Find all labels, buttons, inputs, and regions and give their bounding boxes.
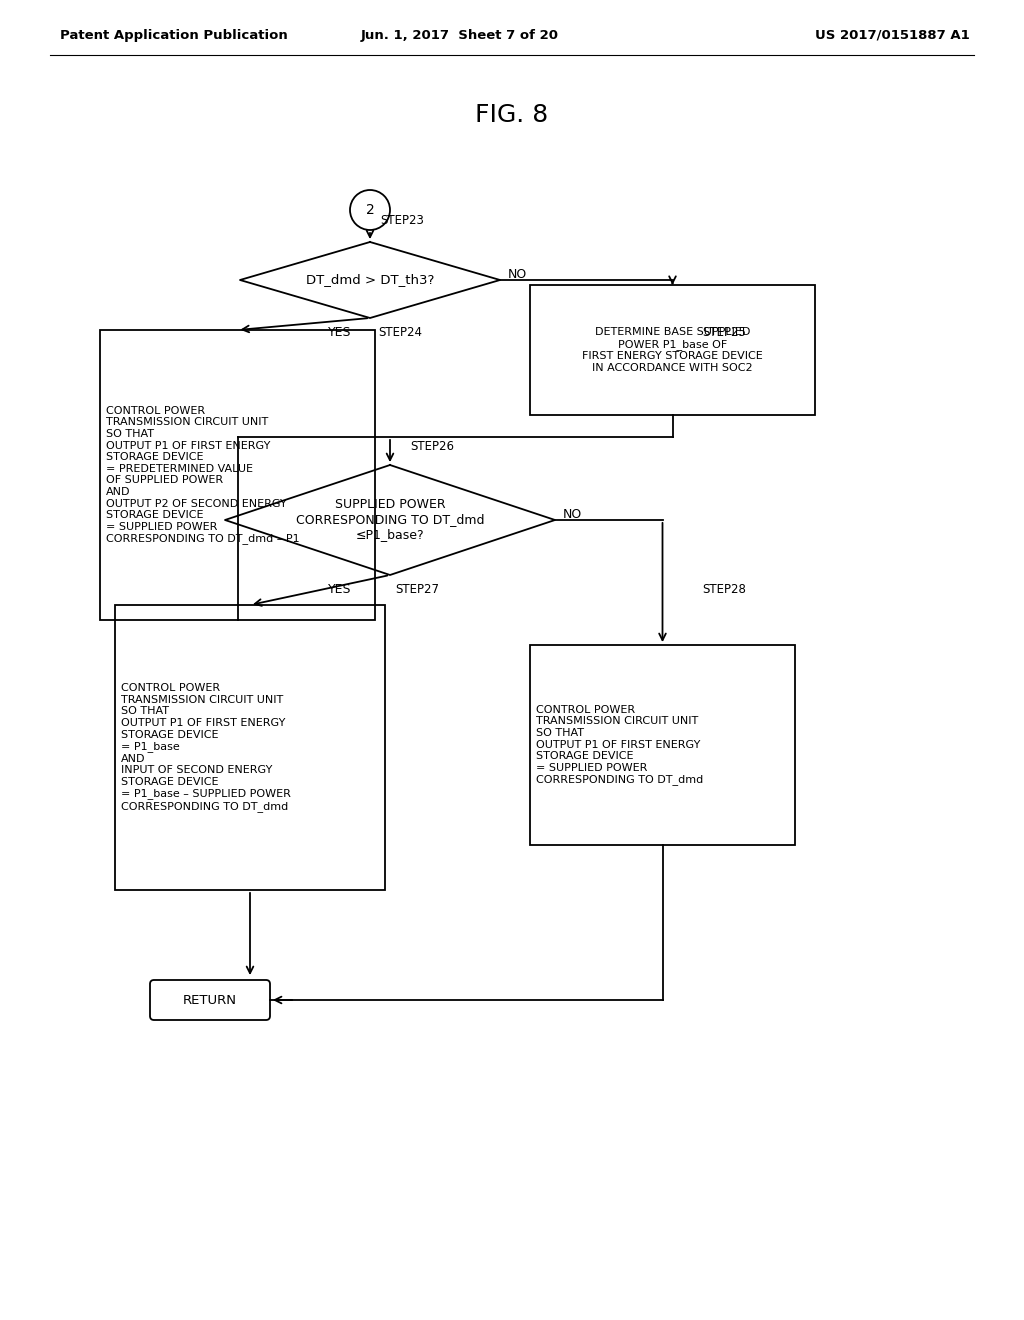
Text: STEP23: STEP23 (380, 214, 424, 227)
Text: 2: 2 (366, 203, 375, 216)
Text: YES: YES (329, 326, 352, 339)
Text: CONTROL POWER
TRANSMISSION CIRCUIT UNIT
SO THAT
OUTPUT P1 OF FIRST ENERGY
STORAG: CONTROL POWER TRANSMISSION CIRCUIT UNIT … (106, 405, 300, 544)
Text: US 2017/0151887 A1: US 2017/0151887 A1 (815, 29, 970, 41)
Text: STEP27: STEP27 (395, 583, 439, 597)
Text: SUPPLIED POWER
CORRESPONDING TO DT_dmd
≤P1_base?: SUPPLIED POWER CORRESPONDING TO DT_dmd ≤… (296, 499, 484, 541)
Text: DETERMINE BASE SUPPLIED
POWER P1_base OF
FIRST ENERGY STORAGE DEVICE
IN ACCORDAN: DETERMINE BASE SUPPLIED POWER P1_base OF… (582, 327, 763, 372)
Bar (530, 285, 815, 414)
Text: STEP25: STEP25 (702, 326, 746, 339)
Text: CONTROL POWER
TRANSMISSION CIRCUIT UNIT
SO THAT
OUTPUT P1 OF FIRST ENERGY
STORAG: CONTROL POWER TRANSMISSION CIRCUIT UNIT … (121, 684, 291, 812)
Text: CONTROL POWER
TRANSMISSION CIRCUIT UNIT
SO THAT
OUTPUT P1 OF FIRST ENERGY
STORAG: CONTROL POWER TRANSMISSION CIRCUIT UNIT … (536, 705, 703, 785)
Text: NO: NO (563, 508, 583, 521)
Text: YES: YES (329, 583, 352, 597)
Bar (530, 645, 795, 845)
Text: FIG. 8: FIG. 8 (475, 103, 549, 127)
Text: STEP26: STEP26 (410, 441, 454, 454)
Text: RETURN: RETURN (183, 994, 237, 1006)
Bar (100, 330, 375, 620)
Text: STEP28: STEP28 (702, 583, 746, 597)
Text: STEP24: STEP24 (378, 326, 422, 339)
Bar (115, 605, 385, 890)
Text: DT_dmd > DT_th3?: DT_dmd > DT_th3? (306, 273, 434, 286)
Text: Jun. 1, 2017  Sheet 7 of 20: Jun. 1, 2017 Sheet 7 of 20 (361, 29, 559, 41)
Text: Patent Application Publication: Patent Application Publication (60, 29, 288, 41)
Text: NO: NO (508, 268, 527, 281)
